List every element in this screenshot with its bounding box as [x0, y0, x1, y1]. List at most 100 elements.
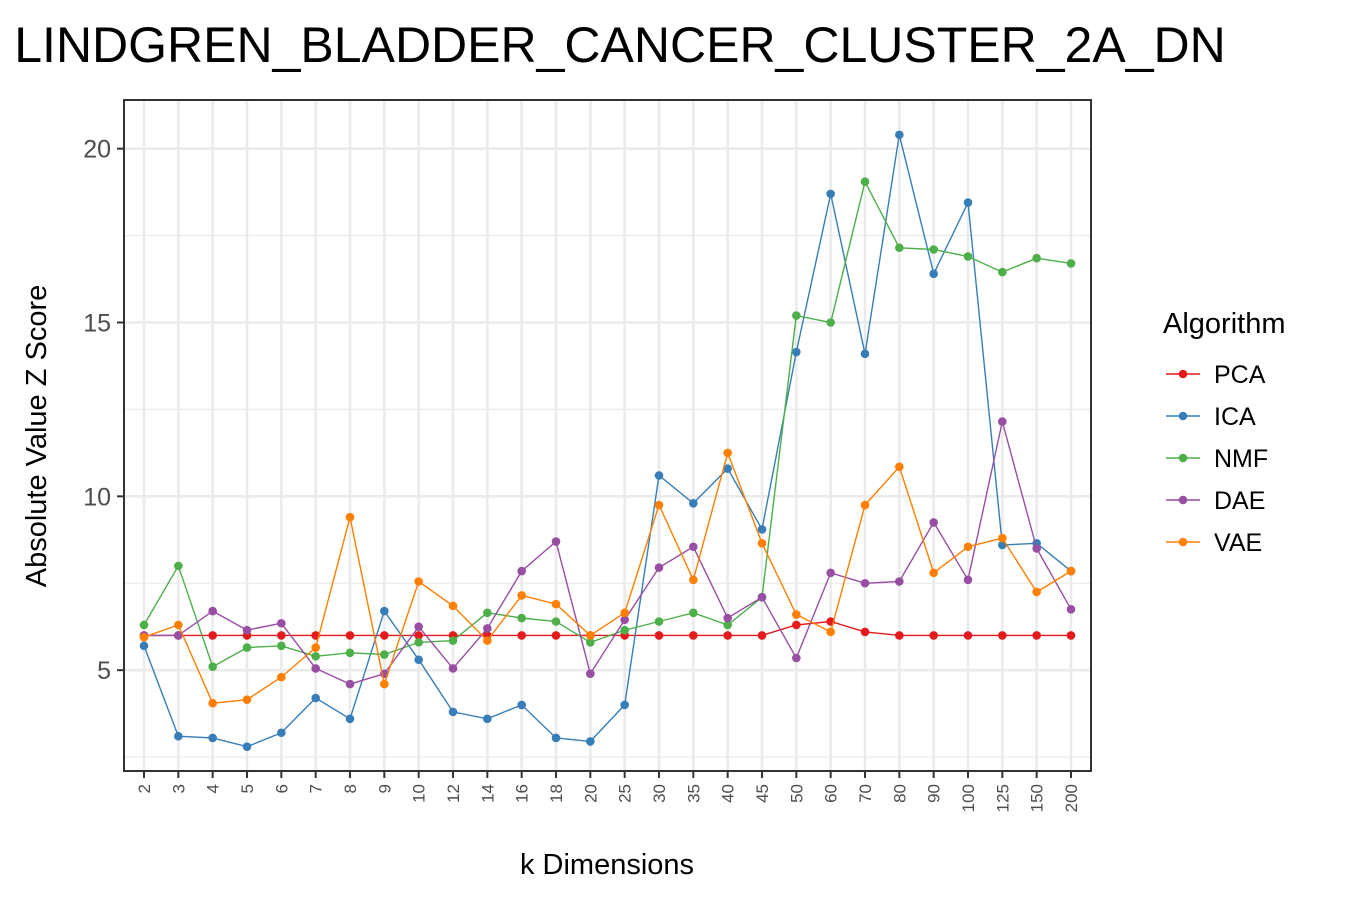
data-point-dae — [448, 664, 458, 673]
data-point-nmf — [483, 608, 492, 618]
x-tick-label: 50 — [787, 784, 806, 803]
data-point-nmf — [1032, 253, 1041, 263]
x-tick-label: 10 — [410, 784, 429, 803]
data-point-pca — [757, 631, 767, 640]
data-point-pca — [517, 631, 526, 640]
y-tick-label: 20 — [83, 136, 111, 164]
data-point-ica — [345, 714, 355, 724]
data-point-ica — [895, 130, 904, 140]
data-point-ica — [380, 606, 389, 616]
x-tick-label: 125 — [993, 784, 1012, 812]
data-point-nmf — [792, 311, 801, 320]
data-point-nmf — [517, 613, 526, 623]
data-point-dae — [1032, 544, 1041, 553]
data-point-dae — [998, 417, 1007, 426]
legend-marker-pca — [1178, 369, 1188, 379]
data-point-nmf — [895, 243, 904, 253]
data-point-vae — [242, 695, 252, 705]
data-point-ica — [963, 198, 973, 207]
x-tick-label: 14 — [478, 784, 497, 803]
data-point-ica — [689, 498, 698, 508]
data-point-nmf — [311, 651, 320, 661]
x-tick-label: 35 — [684, 784, 703, 803]
data-point-pca — [208, 631, 217, 640]
series-line-pca — [144, 620, 1071, 637]
x-tick-label: 150 — [1028, 784, 1047, 812]
x-tick-label: 70 — [856, 784, 875, 803]
data-point-dae — [757, 592, 767, 602]
data-point-ica — [551, 733, 561, 743]
data-point-vae — [345, 512, 355, 522]
grid — [124, 100, 1091, 771]
data-point-nmf — [277, 641, 286, 651]
data-point-pca — [380, 631, 389, 640]
x-tick-label: 6 — [272, 784, 291, 793]
data-point-vae — [860, 500, 870, 510]
data-point-ica — [414, 655, 423, 665]
data-point-pca — [654, 631, 664, 640]
data-point-pca — [345, 631, 355, 640]
data-point-pca — [929, 631, 938, 640]
data-point-pca — [1032, 631, 1041, 640]
data-point-nmf — [586, 638, 595, 647]
data-point-vae — [380, 679, 389, 689]
data-point-ica — [757, 525, 767, 534]
data-point-ica — [929, 269, 938, 279]
data-point-ica — [654, 471, 664, 480]
data-point-dae — [208, 606, 217, 616]
legend-marker-vae — [1178, 537, 1188, 547]
series-line-ica — [143, 134, 1072, 748]
data-point-dae — [586, 669, 595, 678]
legend-marker-nmf — [1178, 453, 1188, 463]
data-point-nmf — [242, 643, 252, 652]
data-point-nmf — [414, 638, 423, 647]
data-point-dae — [723, 613, 732, 623]
data-point-nmf — [654, 617, 664, 626]
data-point-vae — [551, 599, 561, 609]
data-point-ica — [826, 189, 835, 199]
series-line-nmf — [143, 179, 1072, 668]
x-tick-label: 100 — [959, 784, 978, 812]
data-point-pca — [895, 631, 904, 640]
y-axis: 5 10 15 20 — [83, 136, 124, 685]
data-point-dae — [1066, 605, 1076, 614]
data-point-ica — [277, 728, 286, 738]
data-point-vae — [826, 627, 835, 637]
x-tick-label: 3 — [169, 784, 188, 793]
data-point-ica — [208, 733, 217, 743]
data-point-ica — [174, 731, 183, 741]
legend-marker-ica — [1178, 411, 1188, 421]
data-point-vae — [586, 631, 595, 640]
data-point-dae — [551, 537, 561, 546]
legend-label-pca: PCA — [1214, 361, 1266, 389]
legend-label-nmf: NMF — [1214, 445, 1268, 473]
x-tick-label: 20 — [581, 784, 600, 803]
data-point-vae — [963, 542, 973, 552]
data-point-vae — [483, 636, 492, 645]
data-point-dae — [414, 622, 423, 632]
data-point-ica — [792, 347, 801, 357]
data-point-nmf — [448, 636, 458, 645]
data-point-nmf — [1066, 259, 1076, 268]
data-point-dae — [895, 577, 904, 586]
y-tick-label: 10 — [83, 483, 111, 511]
plot-border — [123, 99, 1092, 772]
data-point-dae — [963, 575, 973, 585]
data-point-nmf — [208, 662, 217, 671]
data-point-ica — [242, 742, 252, 751]
data-point-dae — [311, 664, 320, 673]
data-point-dae — [174, 631, 183, 640]
data-point-nmf — [929, 245, 938, 254]
data-point-vae — [654, 500, 664, 510]
data-point-dae — [483, 624, 492, 633]
data-point-vae — [208, 698, 217, 708]
data-point-ica — [448, 707, 458, 717]
x-tick-label: 5 — [238, 784, 257, 793]
data-point-vae — [1032, 587, 1041, 597]
data-point-dae — [792, 653, 801, 663]
x-tick-label: 200 — [1062, 784, 1081, 812]
data-point-nmf — [689, 608, 698, 618]
data-point-pca — [689, 631, 698, 640]
data-point-dae — [689, 542, 698, 552]
